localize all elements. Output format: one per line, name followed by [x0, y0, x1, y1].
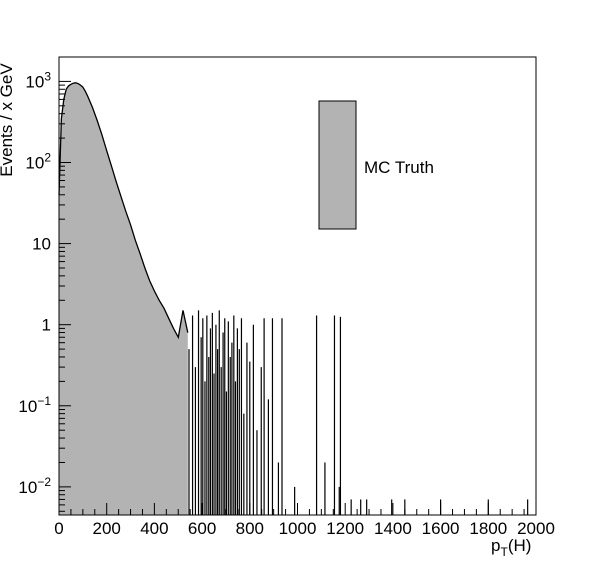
x-tick-label: 1000 — [279, 519, 317, 538]
x-axis-title: pT(H) — [491, 536, 531, 559]
x-axis-title-rest: (H) — [508, 536, 532, 555]
x-tick-label: 200 — [93, 519, 121, 538]
x-tick-label: 600 — [188, 519, 216, 538]
plot-content — [58, 82, 529, 516]
x-tick-label: 1800 — [469, 519, 507, 538]
x-tick-label: 800 — [236, 519, 264, 538]
y-axis-title: Events / x GeV — [0, 63, 16, 177]
y-tick-label: 102 — [25, 151, 51, 173]
x-tick-label: 0 — [54, 519, 63, 538]
x-tick-label: 2000 — [517, 519, 555, 538]
y-tick-label: 103 — [25, 69, 51, 91]
series-fill — [59, 82, 188, 516]
y-axis: 10−2 10−1 1 10 102 103 — [18, 69, 71, 512]
x-tick-label: 400 — [140, 519, 168, 538]
legend-swatch — [318, 100, 357, 230]
x-tick-label: 1200 — [326, 519, 364, 538]
x-tick-label: 1600 — [422, 519, 460, 538]
legend: MC Truth — [318, 100, 434, 230]
y-tick-label: 1 — [42, 316, 51, 335]
y-tick-label: 10−2 — [18, 475, 51, 497]
x-axis-title-sub: T — [500, 545, 508, 559]
series-outline — [58, 82, 189, 340]
x-tick-label: 1400 — [374, 519, 412, 538]
x-axis-title-main: p — [491, 536, 500, 555]
legend-label: MC Truth — [364, 158, 434, 177]
y-tick-label: 10 — [32, 235, 51, 254]
x-axis: 0 200 400 600 800 1000 1200 1400 1600 1800 2000 — [54, 503, 555, 538]
y-tick-label: 10−1 — [18, 394, 51, 416]
